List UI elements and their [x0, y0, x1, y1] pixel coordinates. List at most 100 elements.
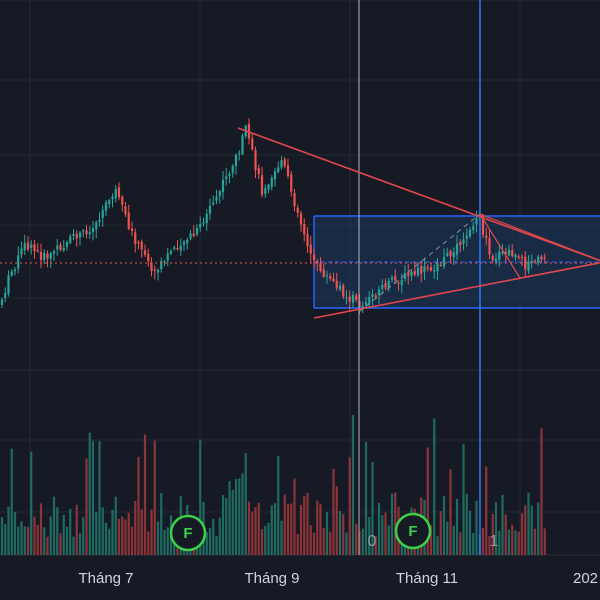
volume-bar — [101, 507, 104, 555]
volume-bar — [345, 532, 348, 555]
candle-body — [195, 227, 199, 235]
volume-bar — [280, 520, 283, 555]
candle-body — [335, 280, 338, 289]
volume-bar — [332, 468, 335, 555]
candle-body — [153, 269, 156, 271]
candle-body — [202, 222, 205, 224]
volume-bar — [7, 506, 10, 555]
triangle-upper-edge[interactable] — [479, 213, 600, 262]
candle-body — [433, 270, 436, 272]
volume-bar — [147, 531, 150, 555]
candle-body — [296, 207, 299, 213]
volume-bar — [124, 519, 127, 555]
volume-bar — [150, 509, 153, 555]
volume-bar — [130, 526, 134, 555]
volume-bar — [283, 494, 286, 555]
candle-body — [361, 305, 364, 308]
candle-body — [403, 273, 407, 279]
volume-bar — [33, 516, 36, 555]
candle-body — [504, 251, 507, 254]
volume-bar — [459, 532, 462, 555]
volume-bar — [338, 510, 342, 555]
candle-body — [374, 295, 377, 298]
volume-bar — [208, 527, 212, 555]
x-tick-label: Tháng 11 — [396, 570, 458, 587]
volume-bar — [524, 505, 527, 555]
candle-body — [62, 247, 65, 251]
price-range-box[interactable] — [313, 215, 600, 309]
volume-bar — [82, 517, 85, 555]
volume-bar — [260, 529, 264, 555]
candle-body — [39, 252, 43, 261]
candle-body — [182, 241, 186, 245]
volume-bar — [199, 440, 202, 555]
descending-trendline[interactable] — [237, 127, 600, 262]
candle-body — [520, 256, 524, 259]
volume-bar — [254, 507, 257, 555]
drawing-overlays[interactable] — [0, 0, 600, 555]
candle-body — [533, 260, 537, 263]
candle-body — [436, 263, 439, 272]
volume-bar — [351, 415, 355, 555]
candle-body — [290, 174, 293, 192]
volume-bar — [374, 536, 377, 555]
candle-body — [23, 242, 26, 251]
volume-bar — [537, 502, 540, 555]
candle-body — [88, 232, 91, 235]
candle-body — [429, 267, 433, 271]
candle-body — [377, 289, 381, 296]
volume-bar — [436, 536, 439, 555]
volume-bar — [530, 505, 533, 555]
candle-body — [208, 205, 212, 214]
triangle-lower-edge[interactable] — [519, 262, 600, 279]
candle-body — [286, 165, 290, 177]
volume-bar — [377, 502, 381, 555]
volume-bar — [316, 500, 319, 555]
candle-body — [218, 190, 221, 197]
volume-bar — [36, 524, 39, 555]
volume-bar — [475, 500, 478, 555]
candle-body — [212, 202, 215, 205]
candle-body — [130, 228, 134, 231]
candle-body — [124, 206, 127, 215]
volume-bar — [494, 502, 498, 555]
volume-bar — [127, 512, 130, 555]
triangle-inner-edge[interactable] — [479, 213, 521, 279]
candle-body — [267, 184, 270, 190]
candle-body — [501, 252, 504, 254]
volume-bar — [114, 496, 117, 555]
volume-bar — [342, 514, 345, 555]
projection-dashed-line[interactable] — [358, 213, 481, 313]
volume-bar — [257, 502, 260, 555]
candle-body — [498, 251, 501, 260]
candle-body — [348, 296, 351, 302]
time-axis: Tháng 7 Tháng 9 Tháng 11 202 — [78, 570, 598, 587]
candle-body — [241, 135, 244, 155]
volume-bar — [10, 448, 13, 555]
candle-body — [169, 250, 173, 254]
candle-body — [397, 282, 400, 284]
candle-body — [234, 154, 238, 166]
earnings-flag-icon — [169, 514, 207, 552]
candle-body — [416, 267, 420, 276]
candle-body — [517, 256, 520, 258]
candle-body — [137, 242, 140, 244]
candle-body — [537, 256, 540, 264]
volume-bar — [371, 462, 374, 555]
candle-body — [121, 196, 124, 205]
candle-body — [156, 269, 160, 273]
volume-bar — [228, 481, 231, 555]
candle-body — [254, 150, 257, 171]
candle-body — [91, 228, 95, 233]
candle-body — [387, 280, 390, 288]
volume-bar — [485, 466, 488, 555]
volume-bar — [72, 536, 75, 555]
volume-bar — [234, 478, 238, 555]
volume-bar — [309, 525, 312, 555]
candle-body — [4, 293, 7, 298]
volume-bar — [381, 515, 384, 555]
candle-body — [368, 296, 371, 304]
volume-bar — [361, 528, 364, 555]
candle-body — [215, 196, 218, 201]
